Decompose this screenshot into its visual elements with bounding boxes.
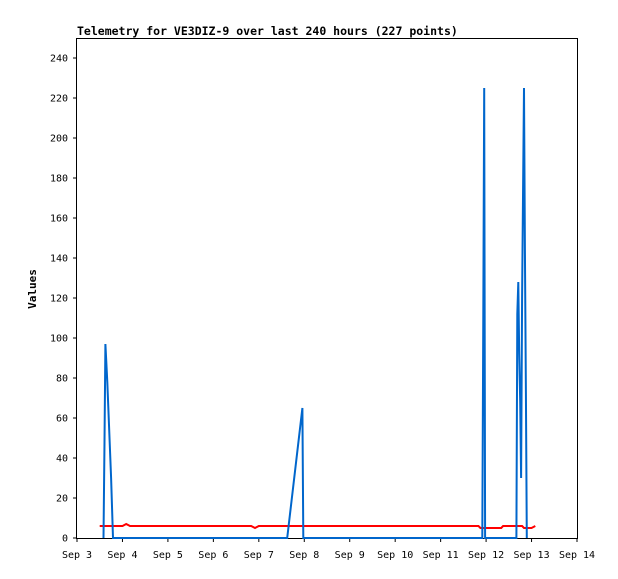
y-tick-label: 200 — [50, 134, 68, 145]
y-tick-label: 80 — [56, 374, 68, 385]
x-tick-label: Sep 7 — [244, 550, 274, 561]
series-line-2 — [102, 87, 528, 539]
y-tick-label: 240 — [50, 54, 68, 65]
x-tick-label: Sep 6 — [198, 550, 228, 561]
y-tick-label: 40 — [56, 454, 68, 465]
x-tick-label: Sep 13 — [513, 550, 549, 561]
y-tick-label: 140 — [50, 254, 68, 265]
x-axis: Sep 3 Sep 4 Sep 5 Sep 6 Sep 7 Sep 8 Sep 9 Sep 1… — [62, 538, 595, 561]
y-tick-label: 20 — [56, 494, 68, 505]
x-tick-label: Sep 8 — [289, 550, 319, 561]
y-tick-label: 60 — [56, 414, 68, 425]
y-tick-label: 0 — [62, 534, 68, 545]
plot-frame — [76, 38, 578, 539]
y-axis-label: Values — [26, 269, 39, 309]
x-tick-label: Sep 11 — [423, 550, 459, 561]
x-tick-label: Sep 3 — [62, 550, 92, 561]
x-tick-label: Sep 4 — [107, 550, 137, 561]
x-tick-label: Sep 5 — [153, 550, 183, 561]
y-tick-label: 100 — [50, 334, 68, 345]
y-axis: 0 20 40 60 80 100 120 140 160 180 200 220 240 — [50, 54, 77, 545]
chart-title: Telemetry for VE3DIZ-9 over last 240 hou… — [77, 24, 458, 38]
y-tick-label: 180 — [50, 174, 68, 185]
series-line-1 — [99, 522, 536, 530]
y-tick-label: 220 — [50, 94, 68, 105]
x-tick-label: Sep 12 — [468, 550, 504, 561]
y-tick-label: 160 — [50, 214, 68, 225]
x-tick-label: Sep 9 — [335, 550, 365, 561]
x-tick-label: Sep 10 — [377, 550, 413, 561]
series-layer — [99, 87, 536, 539]
x-tick-label: Sep 14 — [559, 550, 595, 561]
y-tick-label: 120 — [50, 294, 68, 305]
